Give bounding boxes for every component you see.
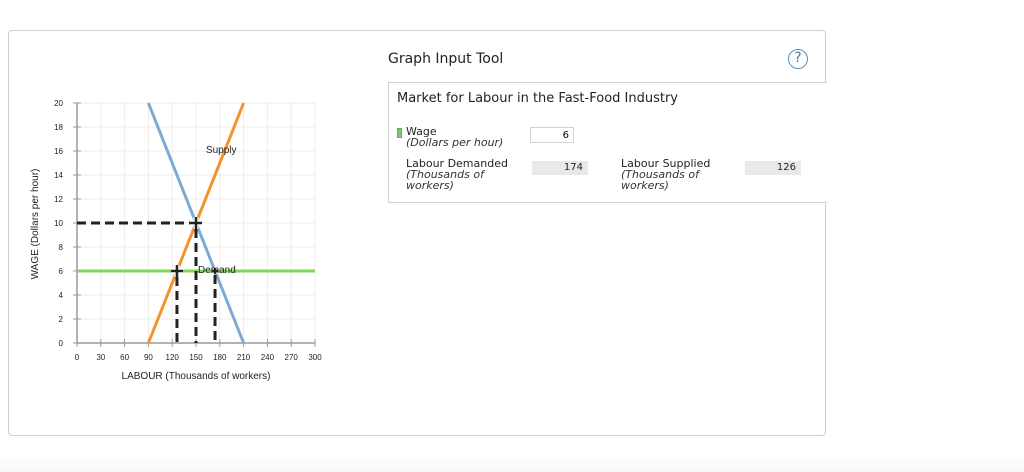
chart-markers: Supply Demand bbox=[77, 145, 237, 343]
wage-label: Wage (Dollars per hour) bbox=[406, 126, 503, 148]
y-tick-label: 0 bbox=[59, 339, 64, 348]
x-tick-label: 120 bbox=[166, 353, 180, 362]
demand-curve-label: Demand bbox=[198, 265, 236, 276]
panel-title: Market for Labour in the Fast-Food Indus… bbox=[397, 91, 678, 106]
y-tick-label: 16 bbox=[54, 147, 63, 156]
y-tick-label: 12 bbox=[54, 195, 63, 204]
y-tick-label: 4 bbox=[59, 291, 64, 300]
tool-title: Graph Input Tool bbox=[388, 51, 504, 67]
wage-input[interactable]: 6 bbox=[530, 127, 574, 143]
labour-supplied-unit-1: (Thousands of bbox=[621, 168, 699, 181]
labour-supplied-label: Labour Supplied (Thousands of workers) bbox=[621, 158, 710, 191]
x-tick-label: 210 bbox=[237, 353, 251, 362]
equilibrium-marker-icon bbox=[190, 217, 202, 229]
labour-demanded-label: Labour Demanded (Thousands of workers) bbox=[406, 158, 508, 191]
x-tick-label: 300 bbox=[308, 353, 322, 362]
input-panel bbox=[388, 82, 827, 203]
labour-demanded-unit-1: (Thousands of bbox=[406, 168, 484, 181]
labour-market-chart[interactable]: 0 30 60 90 120 150 180 210 240 270 300 0 2 4 6 8 10 12 14 1… bbox=[0, 0, 340, 400]
y-tick-label: 8 bbox=[59, 243, 64, 252]
y-tick-label: 2 bbox=[59, 315, 64, 324]
wage-color-swatch bbox=[397, 128, 402, 138]
page-bottom-fade bbox=[0, 455, 1024, 472]
x-tick-label: 30 bbox=[96, 353, 105, 362]
x-tick-label: 60 bbox=[120, 353, 129, 362]
y-axis-label: WAGE (Dollars per hour) bbox=[30, 169, 41, 280]
x-axis-label: LABOUR (Thousands of workers) bbox=[122, 371, 271, 382]
y-tick-label: 20 bbox=[54, 99, 63, 108]
x-tick-label: 180 bbox=[213, 353, 227, 362]
quantity-demanded-marker-icon bbox=[212, 268, 219, 274]
y-tick-label: 6 bbox=[59, 267, 64, 276]
x-tick-label: 270 bbox=[285, 353, 299, 362]
labour-supplied-value: 126 bbox=[745, 161, 801, 175]
labour-supplied-text: Labour Supplied bbox=[621, 157, 711, 170]
labour-supplied-unit-2: workers) bbox=[621, 179, 669, 192]
wage-label-text: Wage bbox=[406, 125, 437, 138]
quantity-supplied-marker-icon bbox=[170, 265, 183, 277]
y-tick-label: 14 bbox=[54, 171, 63, 180]
labour-demanded-text: Labour Demanded bbox=[406, 157, 508, 170]
x-tick-label: 90 bbox=[144, 353, 153, 362]
labour-demanded-value: 174 bbox=[532, 161, 588, 175]
labour-demanded-unit-2: workers) bbox=[406, 179, 454, 192]
x-tick-label: 150 bbox=[189, 353, 203, 362]
x-tick-label: 240 bbox=[261, 353, 275, 362]
y-tick-label: 10 bbox=[54, 219, 63, 228]
supply-curve-label: Supply bbox=[206, 145, 237, 156]
x-tick-label: 0 bbox=[75, 353, 80, 362]
chart-grid bbox=[77, 102, 316, 343]
chart-axes: 0 30 60 90 120 150 180 210 240 270 300 0 2 4 6 8 10 12 14 1… bbox=[54, 99, 322, 362]
wage-unit: (Dollars per hour) bbox=[406, 136, 504, 149]
y-tick-label: 18 bbox=[54, 123, 63, 132]
help-icon[interactable]: ? bbox=[788, 49, 808, 69]
